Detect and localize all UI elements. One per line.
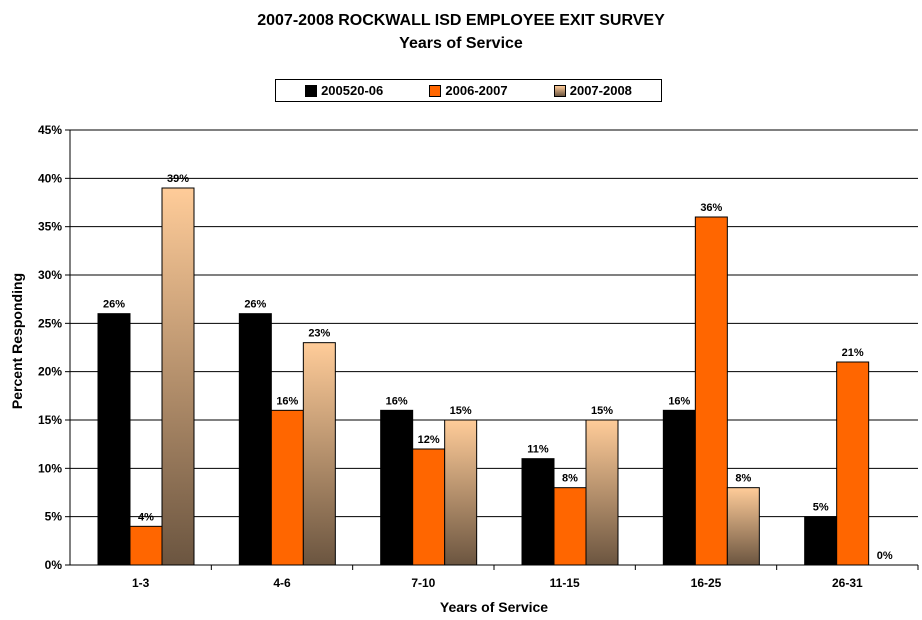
y-tick-label: 45% — [38, 123, 62, 137]
bar-26-31-series-1 — [804, 516, 838, 566]
bar-11-15-series-3 — [585, 419, 619, 566]
data-label: 23% — [308, 328, 330, 340]
data-label: 8% — [735, 473, 751, 485]
legend-swatch-series-2 — [429, 84, 442, 97]
bar-26-31-series-2 — [836, 361, 870, 566]
bar-4-6-series-3 — [302, 342, 336, 566]
bar-16-25-series-3 — [726, 487, 760, 566]
y-tick-label: 5% — [45, 510, 63, 524]
data-label: 5% — [813, 502, 829, 514]
x-tick-label: 4-6 — [273, 576, 291, 590]
bar-11-15-series-2 — [553, 487, 587, 566]
data-label: 39% — [167, 173, 189, 185]
legend-label-series-1: 200520-06 — [321, 83, 384, 98]
bar-4-6-series-1 — [238, 313, 272, 566]
y-tick-label: 40% — [38, 171, 62, 185]
data-label: 26% — [244, 299, 266, 311]
axes: 0% 5% 10% 15% 20% 25% 30% 35% 40% 45% 1-3 4-6 7-10 11… — [38, 123, 919, 590]
chart-subtitle: Years of Service — [399, 35, 523, 52]
bar-1-3-series-2 — [129, 525, 163, 566]
bar-16-25-series-2 — [694, 216, 728, 566]
y-tick-label: 20% — [38, 365, 62, 379]
data-label: 8% — [562, 473, 578, 485]
data-label: 15% — [450, 405, 472, 417]
x-tick-label: 26-31 — [832, 576, 863, 590]
bar-7-10-series-3 — [444, 419, 478, 566]
legend-swatch-series-3 — [553, 84, 566, 97]
y-tick-label: 0% — [45, 558, 63, 572]
legend-item-series-2: 2006-2007 — [429, 83, 508, 98]
legend-item-series-1: 200520-06 — [305, 83, 383, 98]
data-label: 11% — [527, 444, 549, 456]
y-tick-label: 35% — [38, 220, 62, 234]
bar-7-10-series-2 — [412, 448, 446, 566]
legend: 200520-06 2006-2007 2007-2008 — [275, 79, 662, 102]
data-label: 36% — [700, 202, 722, 214]
bar-1-3-series-3 — [161, 187, 195, 566]
gridlines — [70, 129, 918, 518]
y-axis-label: Percent Responding — [9, 273, 25, 409]
legend-item-series-3: 2007-2008 — [553, 83, 632, 98]
y-tick-label: 25% — [38, 316, 62, 330]
x-tick-label: 1-3 — [132, 576, 150, 590]
legend-label-series-2: 2006-2007 — [445, 83, 508, 98]
legend-label-series-3: 2007-2008 — [569, 83, 632, 98]
y-tick-label: 10% — [38, 461, 62, 475]
bar-16-25-series-1 — [662, 409, 696, 566]
bar-7-10-series-1 — [380, 409, 414, 566]
bar-4-6-series-2 — [270, 409, 304, 566]
bars: 26% 4% 39% 26% 16% 23% 16% 12% 15% 11% 8% 15% 16% 36%… — [97, 173, 893, 566]
chart-title: 2007-2008 ROCKWALL ISD EMPLOYEE EXIT SUR… — [257, 12, 665, 29]
data-label: 16% — [386, 395, 408, 407]
x-axis-label: Years of Service — [440, 599, 548, 615]
data-label: 16% — [276, 395, 298, 407]
data-label: 12% — [418, 434, 440, 446]
data-label: 0% — [877, 550, 893, 562]
legend-swatch-series-1 — [305, 84, 318, 97]
bar-1-3-series-1 — [97, 313, 131, 566]
bar-11-15-series-1 — [521, 458, 555, 566]
data-label: 15% — [591, 405, 613, 417]
y-tick-label: 15% — [38, 413, 62, 427]
x-tick-label: 11-15 — [550, 576, 580, 590]
x-tick-label: 7-10 — [411, 576, 435, 590]
data-label: 26% — [103, 299, 125, 311]
y-tick-label: 30% — [38, 268, 62, 282]
data-label: 16% — [668, 395, 690, 407]
data-label: 4% — [138, 511, 154, 523]
x-tick-label: 16-25 — [691, 576, 722, 590]
data-label: 21% — [842, 347, 864, 359]
